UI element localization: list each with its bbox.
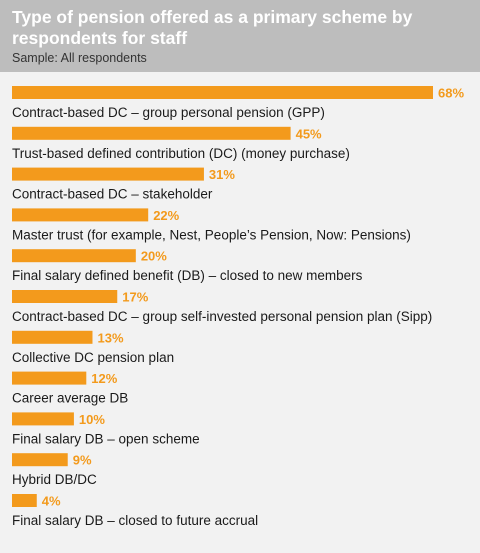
- bar: [12, 453, 68, 467]
- category-label: Trust-based defined contribution (DC) (m…: [12, 146, 350, 161]
- category-label: Contract-based DC – stakeholder: [12, 187, 213, 202]
- bar: [12, 249, 136, 263]
- category-label: Final salary defined benefit (DB) – clos…: [12, 268, 363, 283]
- chart-header: Type of pension offered as a primary sch…: [0, 0, 480, 72]
- bar-value-label: 20%: [141, 249, 167, 264]
- bar-value-label: 45%: [296, 126, 322, 141]
- bar-value-label: 4%: [42, 494, 61, 509]
- bar-value-label: 31%: [209, 167, 235, 182]
- category-label: Hybrid DB/DC: [12, 472, 97, 487]
- bar: [12, 371, 87, 385]
- bar-value-label: 10%: [79, 412, 105, 427]
- chart-subtitle: Sample: All respondents: [12, 51, 147, 65]
- category-label: Master trust (for example, Nest, People’…: [12, 227, 411, 242]
- category-label: Final salary DB – open scheme: [12, 431, 200, 446]
- category-label: Collective DC pension plan: [12, 350, 174, 365]
- category-label: Contract-based DC – group personal pensi…: [12, 105, 325, 120]
- bar: [12, 494, 37, 507]
- bar-value-label: 13%: [97, 330, 123, 345]
- bar: [12, 330, 93, 344]
- category-label: Final salary DB – closed to future accru…: [12, 513, 258, 528]
- bar-value-label: 9%: [73, 453, 92, 468]
- bar-value-label: 22%: [153, 208, 179, 223]
- bar: [12, 126, 291, 140]
- bar-value-label: 17%: [122, 290, 148, 305]
- bar: [12, 167, 204, 181]
- category-label: Contract-based DC – group self-invested …: [12, 309, 432, 324]
- bar: [12, 412, 74, 426]
- chart-title: Type of pension offered as a primary sch…: [12, 7, 413, 48]
- bar: [12, 290, 118, 303]
- bar: [12, 208, 149, 222]
- category-label: Career average DB: [12, 391, 128, 406]
- bar: [12, 86, 433, 99]
- bar-value-label: 68%: [438, 86, 464, 101]
- bar-value-label: 12%: [91, 371, 117, 386]
